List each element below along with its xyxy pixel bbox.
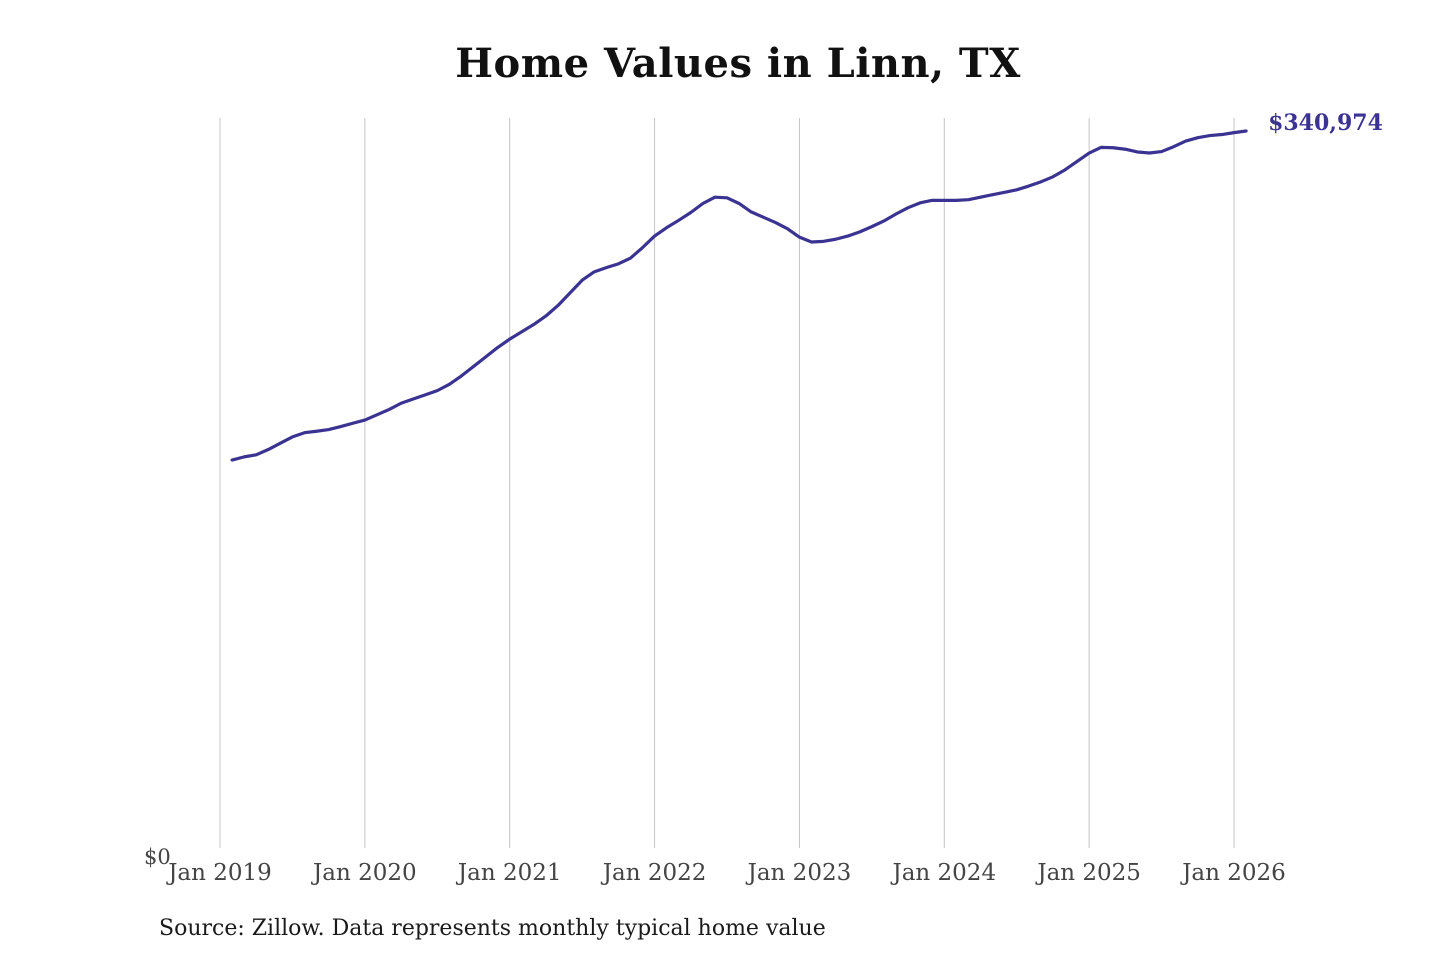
- x-tick-label-2024-01: Jan 2024: [890, 860, 996, 886]
- x-tick-label-2020-01: Jan 2020: [311, 860, 417, 886]
- source-note: Source: Zillow. Data represents monthly …: [159, 916, 826, 941]
- gridlines: [219, 118, 1235, 848]
- x-axis-tick-labels: Jan 2019 Jan 2020 Jan 2021 Jan 2022 Jan 2023…: [166, 860, 1286, 886]
- x-tick-label-2021-01: Jan 2021: [456, 860, 562, 886]
- x-tick-label-2026-01: Jan 2026: [1180, 860, 1286, 886]
- x-tick-label-2019-01: Jan 2019: [166, 860, 272, 886]
- chart-title: Home Values in Linn, TX: [455, 40, 1021, 87]
- x-tick-label-2022-01: Jan 2022: [601, 860, 707, 886]
- x-tick-label-2025-01: Jan 2025: [1035, 860, 1141, 886]
- x-tick-label-2023-01: Jan 2023: [746, 860, 852, 886]
- home-value-series-line: [230, 129, 1248, 462]
- y-axis-min-label: $0: [144, 845, 171, 869]
- latest-value-label: $340,974: [1268, 110, 1383, 136]
